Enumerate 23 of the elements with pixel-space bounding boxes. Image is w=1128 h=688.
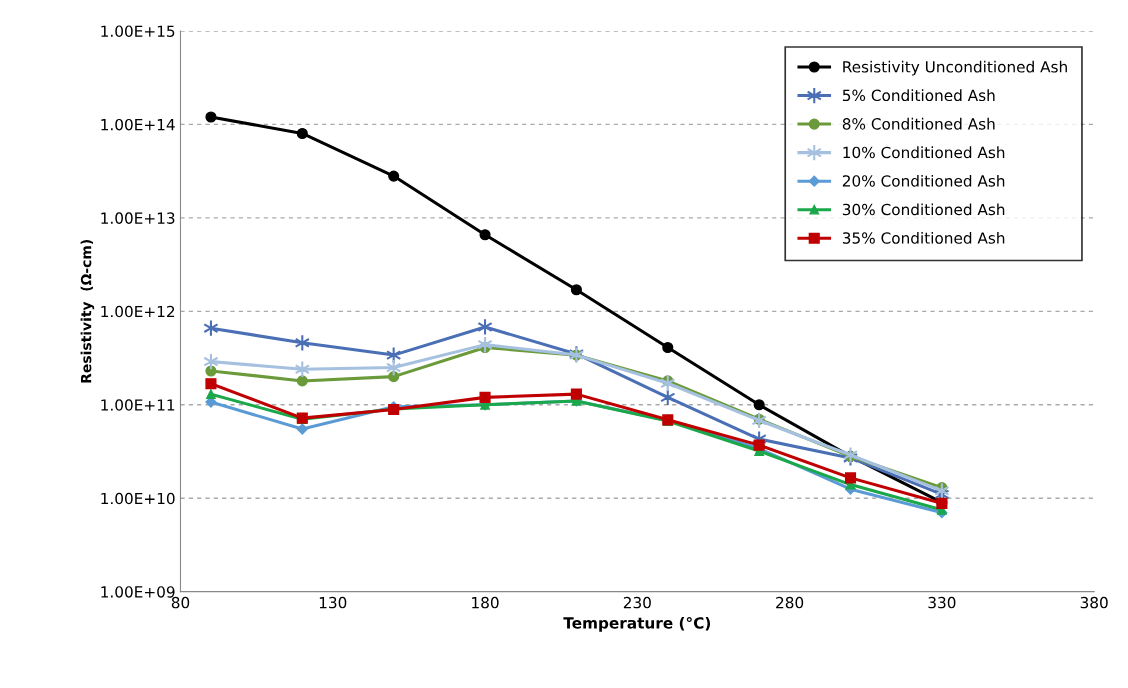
x-tick-label: 80	[171, 596, 190, 609]
x-tick-label: 130	[319, 596, 347, 609]
legend-label: 10% Conditioned Ash	[843, 146, 1005, 159]
y-tick-label: 1.00E+09	[101, 586, 175, 598]
x-tick-label: 230	[623, 596, 651, 609]
legend-label: 20% Conditioned Ash	[842, 174, 1005, 187]
y-tick-label: 1.00E+12	[101, 305, 175, 318]
legend-label: 35% Conditioned Ash	[842, 231, 1005, 244]
y-tick-label: 1.00E+11	[101, 399, 175, 411]
x-tick-label: 380	[1080, 596, 1108, 609]
x-tick-label: 180	[472, 596, 499, 609]
x-axis-title: Temperature (°C)	[563, 616, 711, 632]
y-tick-label: 1.00E+10	[101, 492, 175, 505]
y-tick-label: 1.00E+14	[101, 118, 175, 131]
legend-label: 5% Conditioned Ash	[842, 89, 995, 102]
legend-label: 8% Conditioned Ash	[842, 117, 995, 130]
x-tick-label: 280	[776, 596, 804, 609]
y-tick-label: 1.00E+15	[101, 25, 175, 37]
legend-label: Resistivity Unconditioned Ash	[843, 60, 1067, 76]
y-tick-label: 1.00E+13	[101, 212, 175, 224]
x-tick-label: 330	[928, 596, 956, 609]
y-axis-title: Resistivity (Ω-cm)	[80, 240, 95, 383]
legend-label: 30% Conditioned Ash	[842, 203, 1005, 216]
